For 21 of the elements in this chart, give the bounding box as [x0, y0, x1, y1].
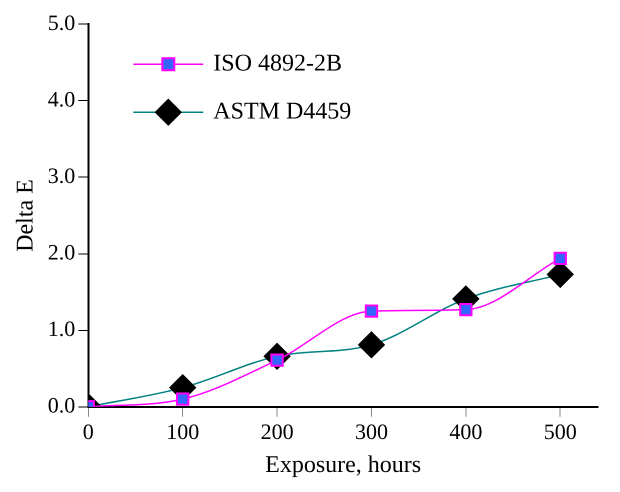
x-axis-title: Exposure, hours — [265, 452, 422, 478]
y-tick-label: 1.0 — [48, 316, 76, 342]
point — [358, 331, 385, 358]
point — [364, 304, 378, 318]
y-tick-label: 5.0 — [48, 10, 76, 35]
x-tick-label: 200 — [260, 418, 294, 444]
point — [459, 302, 473, 316]
legend-label: ISO 4892-2B — [213, 50, 342, 76]
x-tick-label: 100 — [166, 418, 200, 444]
x-tick-label: 400 — [449, 418, 482, 444]
x-tick-label: 0 — [82, 418, 94, 444]
x-tick-label: 500 — [544, 418, 577, 444]
y-tick-label: 3.0 — [48, 163, 76, 188]
legend-label: ASTM D4459 — [213, 98, 352, 124]
point — [554, 252, 567, 266]
y-axis-title: Delta E — [12, 179, 39, 252]
y-tick-label: 4.0 — [48, 86, 76, 112]
y-tick-label: 0.0 — [48, 392, 76, 418]
y-tick-label: 2.0 — [48, 240, 76, 265]
x-tick-label: 300 — [354, 418, 388, 444]
point — [176, 392, 190, 406]
